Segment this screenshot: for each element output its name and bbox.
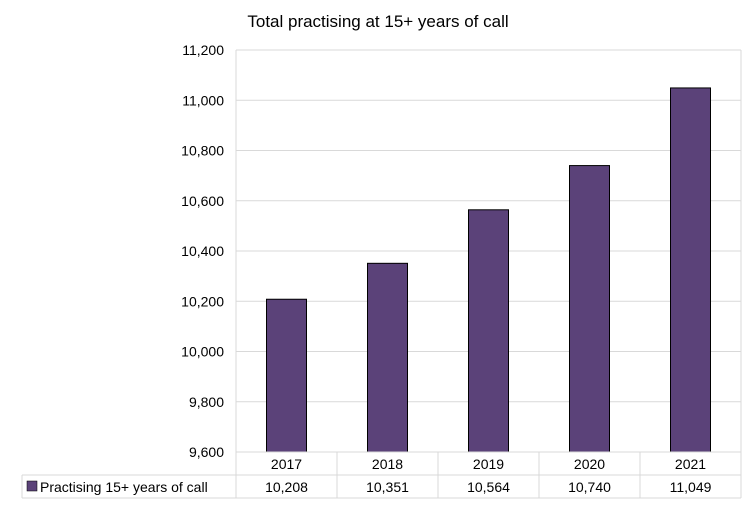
y-tick-label: 10,800 — [181, 143, 224, 159]
x-tick-label: 2019 — [473, 456, 504, 472]
bar — [367, 262, 408, 453]
data-label: 10,564 — [467, 479, 510, 495]
x-tick-label: 2017 — [271, 456, 302, 472]
y-tick-label: 11,200 — [182, 42, 224, 58]
data-label: 10,208 — [265, 479, 308, 495]
data-label: 10,740 — [568, 479, 611, 495]
chart-title: Total practising at 15+ years of call — [247, 12, 508, 31]
y-tick-label: 9,800 — [189, 394, 224, 410]
y-tick-label: 10,200 — [181, 293, 224, 309]
x-tick-label: 2021 — [675, 456, 706, 472]
x-tick-label: 2018 — [372, 456, 403, 472]
data-label: 11,049 — [670, 479, 712, 495]
y-tick-label: 11,000 — [182, 92, 224, 108]
legend-label: Practising 15+ years of call — [40, 479, 208, 495]
y-axis: 9,600 9,800 10,000 10,200 10,400 10,600 10,800… — [181, 42, 224, 460]
x-tick-label: 2020 — [574, 456, 605, 472]
bar — [468, 209, 509, 453]
bars — [266, 87, 711, 453]
y-tick-label: 10,600 — [181, 193, 224, 209]
bar — [266, 298, 307, 453]
gridlines — [235, 49, 742, 452]
y-tick-label: 10,400 — [181, 243, 224, 259]
y-tick-label: 10,000 — [181, 344, 224, 360]
bar — [569, 165, 610, 453]
legend-swatch — [26, 480, 38, 492]
data-table: 2017 10,208 2018 10,351 2019 10,564 2020 10,740… — [21, 451, 742, 499]
bar — [670, 87, 711, 453]
data-label: 10,351 — [366, 479, 409, 495]
y-tick-label: 9,600 — [189, 444, 224, 460]
